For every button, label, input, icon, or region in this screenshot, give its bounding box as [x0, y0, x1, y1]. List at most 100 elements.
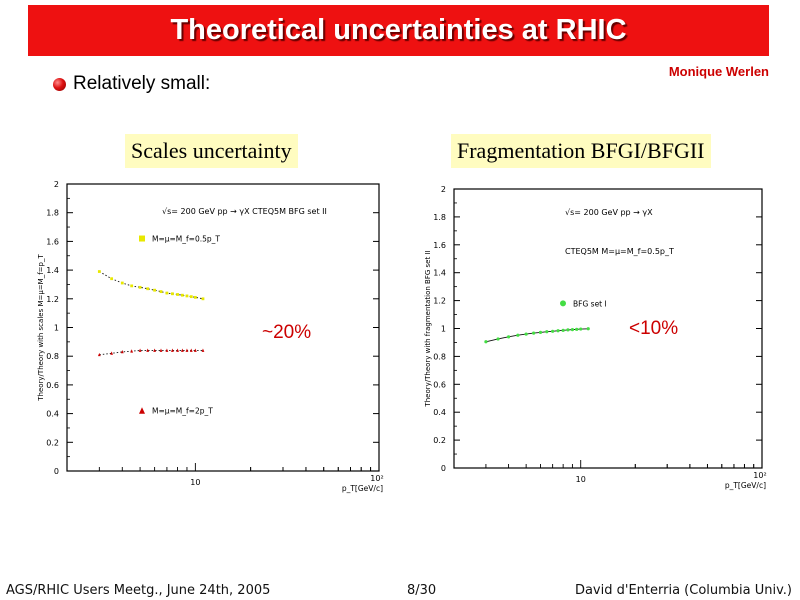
y-tick-label: 1.6 [433, 241, 446, 250]
y-tick-label: 1.6 [46, 237, 59, 246]
red-ball-bullet-icon [53, 77, 66, 91]
data-point [516, 333, 520, 337]
x-axis-label: p_T[GeV/c] [725, 481, 766, 490]
data-point [165, 291, 169, 295]
annotation-scales: ~20% [262, 322, 312, 343]
data-point [180, 293, 184, 297]
legend-label: BFG set I [573, 299, 607, 308]
x-axis-label: p_T[GeV/c] [342, 484, 383, 493]
author-name: Monique Werlen [668, 64, 769, 79]
footer-author: David d'Enterria (Columbia Univ.) [574, 583, 792, 598]
data-point [159, 290, 163, 294]
data-point [201, 348, 205, 352]
data-point [189, 295, 193, 299]
legend-label: M=μ=M_f=0.5p_T [152, 235, 220, 244]
plot-frame [453, 188, 763, 469]
legend-marker [139, 407, 145, 414]
data-point [506, 335, 511, 339]
data-point [130, 284, 134, 288]
data-point [189, 348, 193, 352]
plot-header: √s= 200 GeV pp → γX CTEQ5M BFG set II [162, 207, 327, 216]
data-point [176, 293, 179, 296]
y-axis-label: Theory/Theory with scales M=μ=M_f=p_T [37, 254, 45, 402]
footer-conference: AGS/RHIC Users Meetg., June 24th, 2005 [6, 583, 271, 598]
slide-title: Theoretical uncertainties at RHIC [170, 14, 627, 46]
data-point [146, 348, 150, 352]
footer-page-number: 8/30 [407, 583, 437, 598]
legend-marker [139, 235, 145, 242]
data-point [538, 330, 543, 335]
data-point [171, 348, 174, 352]
data-point [153, 288, 157, 292]
data-point [130, 349, 134, 353]
y-tick-label: 1.2 [46, 295, 59, 304]
x-tick-label: 10² [753, 471, 766, 480]
data-point [561, 328, 565, 332]
data-point [586, 327, 590, 331]
data-point [201, 297, 205, 301]
y-tick-label: 0.4 [46, 410, 59, 419]
data-point [138, 348, 142, 352]
data-point [532, 331, 536, 335]
data-point [484, 340, 488, 344]
data-point [185, 348, 189, 352]
y-tick-label: 1.2 [433, 297, 446, 306]
data-point [570, 328, 575, 332]
data-point [180, 348, 184, 352]
data-point [138, 285, 142, 289]
data-point [176, 348, 179, 352]
y-tick-label: 1.8 [46, 209, 59, 218]
data-point [110, 277, 114, 281]
data-point [496, 337, 500, 341]
data-point [97, 270, 101, 273]
data-point [193, 295, 197, 299]
data-point [159, 348, 163, 352]
y-tick-label: 0 [441, 464, 446, 473]
data-point [120, 281, 124, 285]
y-tick-label: 0 [54, 467, 59, 476]
data-point [193, 348, 197, 352]
data-point [579, 327, 583, 331]
data-point [566, 328, 570, 332]
data-point [551, 329, 555, 333]
y-tick-label: 0.2 [433, 436, 446, 445]
series-curve [485, 328, 589, 343]
legend-label: M=μ=M_f=2p_T [152, 407, 213, 416]
y-axis-label: Theory/Theory with fragmentation BFG set… [424, 250, 432, 407]
fragmentation-plot: 0 0.2 0.4 0.6 0.8 1 1.2 1.4 1.6 1.8 2 10 10²p_T[GeV/… [424, 185, 767, 490]
data-point [97, 352, 101, 357]
x-tick-label: 10² [370, 474, 383, 483]
data-point [146, 287, 150, 291]
data-point [185, 294, 189, 298]
plot-frame [66, 183, 380, 472]
y-tick-label: 1 [441, 325, 446, 334]
bullet-text: Relatively small: [73, 73, 211, 94]
y-tick-label: 0.2 [46, 438, 59, 447]
x-tick-label: 10 [576, 475, 586, 484]
plot-header: √s= 200 GeV pp → γX [565, 208, 653, 217]
plot-subheader: CTEQ5M M=μ=M_f=0.5p_T [565, 247, 674, 256]
data-point [110, 351, 114, 355]
y-tick-label: 1 [54, 324, 59, 333]
data-point [120, 349, 124, 354]
y-tick-label: 1.4 [46, 266, 59, 275]
data-point [556, 329, 560, 333]
caption-scales: Scales uncertainty [125, 134, 298, 168]
x-tick-label: 10 [190, 478, 200, 487]
legend-marker [560, 300, 566, 307]
y-tick-label: 0.8 [433, 352, 446, 361]
y-tick-label: 1.4 [433, 269, 446, 278]
y-tick-label: 0.4 [433, 408, 446, 417]
data-point [545, 330, 549, 334]
bullet-line: Relatively small: [53, 73, 210, 95]
data-point [524, 332, 528, 336]
scales-uncertainty-plot: 0 0.2 0.4 0.6 0.8 1 1.2 1.4 1.6 1.8 2 10 10²p_T[GeV/… [37, 180, 384, 493]
y-tick-label: 2 [441, 185, 446, 194]
y-tick-label: 0.8 [46, 352, 59, 361]
annotation-fragmentation: <10% [629, 318, 679, 339]
data-point [575, 327, 579, 331]
data-point [165, 348, 169, 352]
y-tick-label: 1.8 [433, 213, 446, 222]
y-tick-label: 0.6 [46, 381, 59, 390]
data-point [171, 292, 174, 296]
